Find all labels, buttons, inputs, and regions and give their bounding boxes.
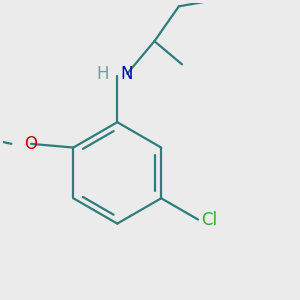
Text: Cl: Cl — [201, 211, 218, 229]
Text: H: H — [96, 65, 109, 83]
Text: N: N — [121, 65, 133, 83]
Text: O: O — [25, 135, 38, 153]
